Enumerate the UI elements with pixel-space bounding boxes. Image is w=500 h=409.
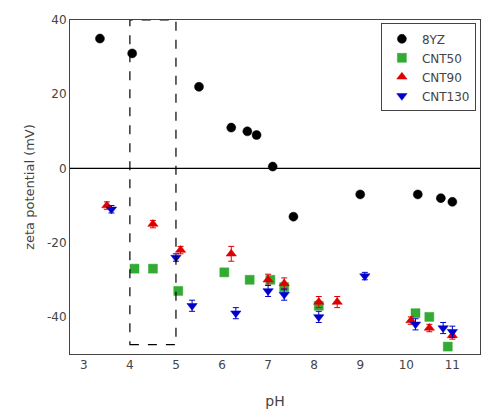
svg-text:10: 10	[399, 358, 414, 372]
svg-text:8: 8	[310, 358, 318, 372]
svg-text:4: 4	[126, 358, 134, 372]
svg-text:CNT50: CNT50	[422, 52, 462, 66]
svg-text:CNT90: CNT90	[422, 71, 462, 85]
svg-text:-20: -20	[47, 236, 67, 250]
svg-text:7: 7	[264, 358, 272, 372]
svg-text:CNT130: CNT130	[422, 90, 470, 104]
svg-text:6: 6	[218, 358, 226, 372]
svg-text:5: 5	[172, 358, 180, 372]
svg-text:9: 9	[356, 358, 364, 372]
svg-text:pH: pH	[265, 393, 284, 409]
svg-text:3: 3	[80, 358, 88, 372]
svg-text:-40: -40	[47, 310, 67, 324]
svg-text:0: 0	[59, 162, 67, 176]
svg-text:20: 20	[51, 87, 66, 101]
svg-text:40: 40	[51, 13, 66, 27]
svg-text:11: 11	[445, 358, 460, 372]
svg-text:8YZ: 8YZ	[422, 33, 445, 47]
svg-text:zeta potential (mV): zeta potential (mV)	[22, 124, 37, 250]
